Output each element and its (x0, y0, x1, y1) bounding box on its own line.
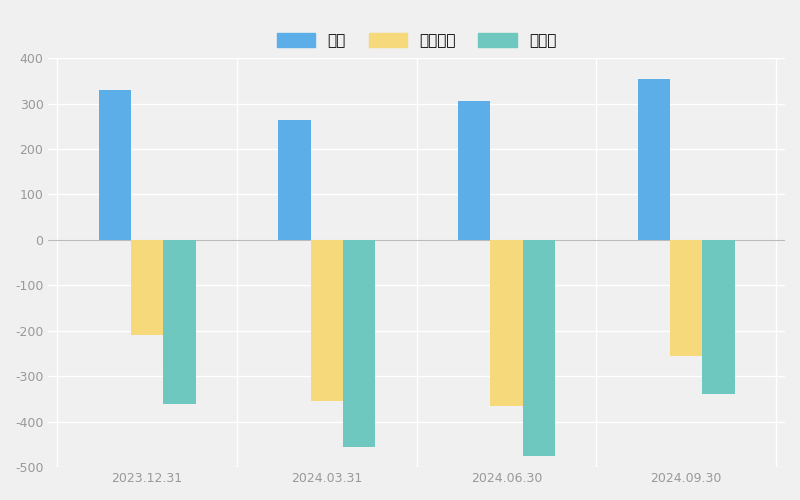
Bar (638, 78, 670, 240)
Bar (343, 240, 375, 446)
Bar (98, 90, 131, 240)
Bar (670, 240, 702, 356)
Bar (278, 120, 310, 240)
Bar (702, 240, 734, 394)
Legend: 매출, 영업이익, 순이익: 매출, 영업이익, 순이익 (277, 33, 556, 48)
Bar (522, 240, 555, 456)
Bar (458, 102, 490, 240)
Bar (163, 240, 196, 404)
Bar (490, 240, 522, 406)
Bar (131, 240, 163, 336)
Bar (310, 240, 343, 401)
